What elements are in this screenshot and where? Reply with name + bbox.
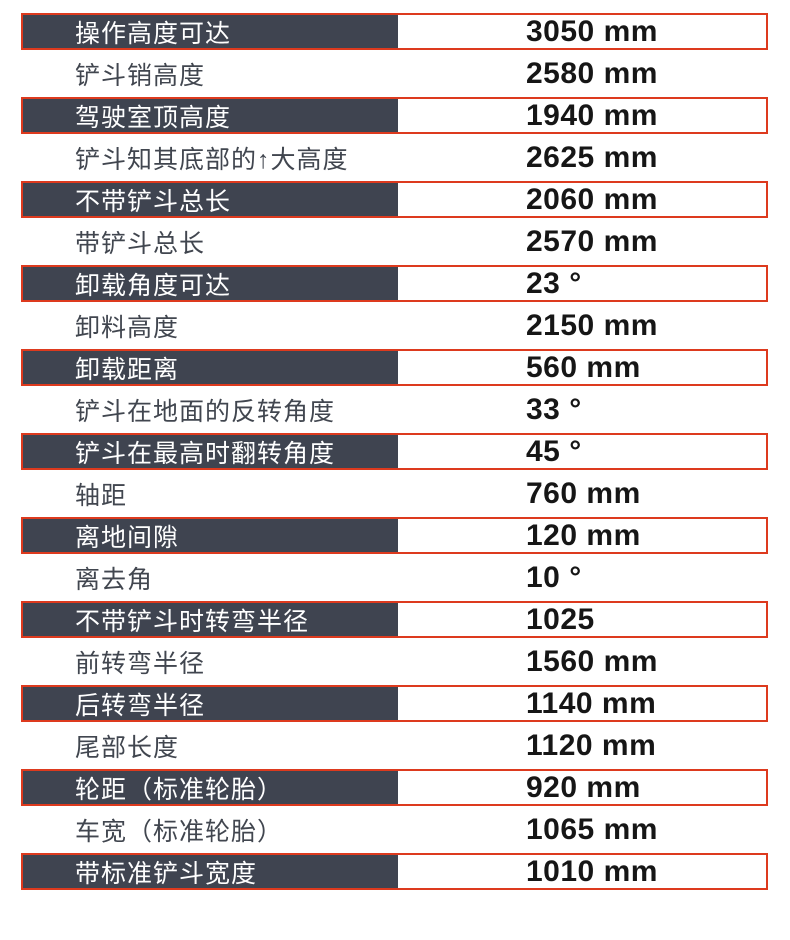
- table-row: 带标准铲斗宽度 1010 mm: [21, 853, 768, 890]
- spec-value: 1010 mm: [398, 855, 766, 888]
- spec-label: 离去角: [75, 565, 154, 594]
- spec-label: 轮距（标准轮胎）: [23, 771, 398, 804]
- spec-label: 带标准铲斗宽度: [23, 855, 398, 888]
- table-row: 不带铲斗总长 2060 mm: [21, 181, 768, 218]
- table-row: 轮距（标准轮胎） 920 mm: [21, 769, 768, 806]
- spec-label: 卸载角度可达: [23, 267, 398, 300]
- spec-value: 3050 mm: [398, 15, 766, 48]
- table-row: 卸载距离 560 mm: [21, 349, 768, 386]
- table-row: 驾驶室顶高度 1940 mm: [21, 97, 768, 134]
- spec-label: 铲斗知其底部的↑大高度: [75, 145, 349, 174]
- spec-label: 轴距: [75, 481, 128, 510]
- spec-value: 45 °: [398, 435, 766, 468]
- spec-value: 2580 mm: [526, 56, 658, 90]
- table-row: 轴距 760 mm: [21, 470, 768, 517]
- table-row: 卸料高度 2150 mm: [21, 302, 768, 349]
- spec-value: 10 °: [526, 560, 582, 594]
- table-row: 车宽（标准轮胎） 1065 mm: [21, 806, 768, 853]
- spec-label: 驾驶室顶高度: [23, 99, 398, 132]
- spec-value: 23 °: [398, 267, 766, 300]
- spec-label: 铲斗销高度: [75, 61, 206, 90]
- spec-label: 离地间隙: [23, 519, 398, 552]
- spec-table: 操作高度可达 3050 mm 铲斗销高度 2580 mm 驾驶室顶高度 1940…: [21, 13, 768, 890]
- spec-value: 920 mm: [398, 771, 766, 804]
- spec-label: 操作高度可达: [23, 15, 398, 48]
- spec-label: 铲斗在最高时翻转角度: [23, 435, 398, 468]
- spec-label: 前转弯半径: [75, 649, 206, 678]
- table-row: 后转弯半径 1140 mm: [21, 685, 768, 722]
- spec-value: 1560 mm: [526, 644, 658, 678]
- spec-label: 不带铲斗总长: [23, 183, 398, 216]
- table-row: 铲斗销高度 2580 mm: [21, 50, 768, 97]
- spec-value: 1120 mm: [526, 728, 657, 762]
- spec-value: 2060 mm: [398, 183, 766, 216]
- table-row: 操作高度可达 3050 mm: [21, 13, 768, 50]
- spec-value: 560 mm: [398, 351, 766, 384]
- spec-label: 卸料高度: [75, 313, 180, 342]
- spec-label: 铲斗在地面的反转角度: [75, 397, 336, 426]
- table-row: 带铲斗总长 2570 mm: [21, 218, 768, 265]
- spec-label: 不带铲斗时转弯半径: [23, 603, 398, 636]
- spec-label: 卸载距离: [23, 351, 398, 384]
- spec-value: 2150 mm: [526, 308, 658, 342]
- spec-value: 1140 mm: [398, 687, 766, 720]
- table-row: 前转弯半径 1560 mm: [21, 638, 768, 685]
- spec-value: 760 mm: [526, 476, 641, 510]
- spec-value: 2625 mm: [526, 140, 658, 174]
- table-row: 离地间隙 120 mm: [21, 517, 768, 554]
- table-row: 离去角 10 °: [21, 554, 768, 601]
- spec-value: 33 °: [526, 392, 582, 426]
- table-row: 不带铲斗时转弯半径 1025: [21, 601, 768, 638]
- spec-value: 1940 mm: [398, 99, 766, 132]
- table-row: 铲斗在最高时翻转角度 45 °: [21, 433, 768, 470]
- spec-label: 后转弯半径: [23, 687, 398, 720]
- table-row: 卸载角度可达 23 °: [21, 265, 768, 302]
- table-row: 尾部长度 1120 mm: [21, 722, 768, 769]
- table-row: 铲斗在地面的反转角度 33 °: [21, 386, 768, 433]
- spec-label: 尾部长度: [75, 733, 180, 762]
- spec-label: 带铲斗总长: [75, 229, 206, 258]
- spec-label: 车宽（标准轮胎）: [75, 817, 284, 846]
- spec-value: 1065 mm: [526, 812, 658, 846]
- spec-value: 1025: [398, 603, 766, 636]
- table-row: 铲斗知其底部的↑大高度 2625 mm: [21, 134, 768, 181]
- spec-value: 120 mm: [398, 519, 766, 552]
- spec-value: 2570 mm: [526, 224, 658, 258]
